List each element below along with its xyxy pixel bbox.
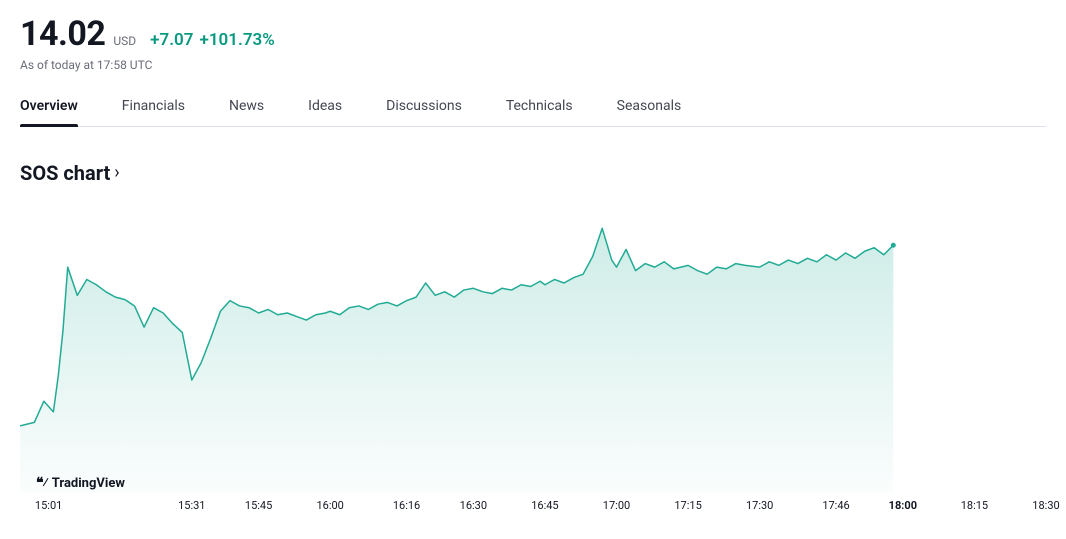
x-tick: 17:15 [674, 499, 701, 512]
price-header: 14.02 USD +7.07 +101.73% [20, 14, 1046, 54]
x-tick: 16:16 [393, 499, 420, 512]
tradingview-logo-icon: ❝⁄ [36, 475, 48, 491]
tradingview-watermark: ❝⁄ TradingView [36, 475, 125, 491]
chart-area-fill [20, 228, 893, 493]
change-absolute: +7.07 [150, 30, 193, 50]
x-tick: 17:00 [603, 499, 630, 512]
x-tick: 15:45 [245, 499, 272, 512]
tab-discussions[interactable]: Discussions [386, 98, 462, 126]
tab-news[interactable]: News [229, 98, 264, 126]
watermark-text: TradingView [52, 476, 125, 491]
x-tick: 15:31 [178, 499, 205, 512]
change-percent: +101.73% [200, 30, 275, 50]
tab-seasonals[interactable]: Seasonals [617, 98, 682, 126]
tab-ideas[interactable]: Ideas [308, 98, 342, 126]
x-tick: 15:01 [35, 499, 62, 512]
price-chart[interactable]: ❝⁄ TradingView [20, 193, 1046, 493]
x-axis: 15:01 15:31 15:45 16:00 16:16 16:30 16:45 17:00… [20, 499, 1046, 519]
tab-overview[interactable]: Overview [20, 98, 78, 126]
x-tick: 18:00 [889, 499, 917, 512]
chart-title-link[interactable]: SOS chart › [20, 161, 1046, 185]
x-tick: 18:15 [961, 499, 988, 512]
x-tick: 18:30 [1032, 499, 1059, 512]
currency-label: USD [113, 34, 136, 54]
x-tick: 17:30 [746, 499, 773, 512]
tab-technicals[interactable]: Technicals [506, 98, 573, 126]
x-tick: 16:30 [460, 499, 487, 512]
last-price: 14.02 [20, 14, 105, 54]
chevron-right-icon: › [114, 162, 119, 184]
chart-last-point-marker [891, 243, 896, 248]
tab-bar: Overview Financials News Ideas Discussions Te… [20, 98, 1046, 127]
x-tick: 17:46 [822, 499, 849, 512]
x-tick: 16:45 [531, 499, 558, 512]
tab-financials[interactable]: Financials [122, 98, 185, 126]
x-tick: 16:00 [316, 499, 343, 512]
as-of-label: As of today at 17:58 UTC [20, 58, 1046, 72]
chart-title-text: SOS chart [20, 161, 110, 185]
